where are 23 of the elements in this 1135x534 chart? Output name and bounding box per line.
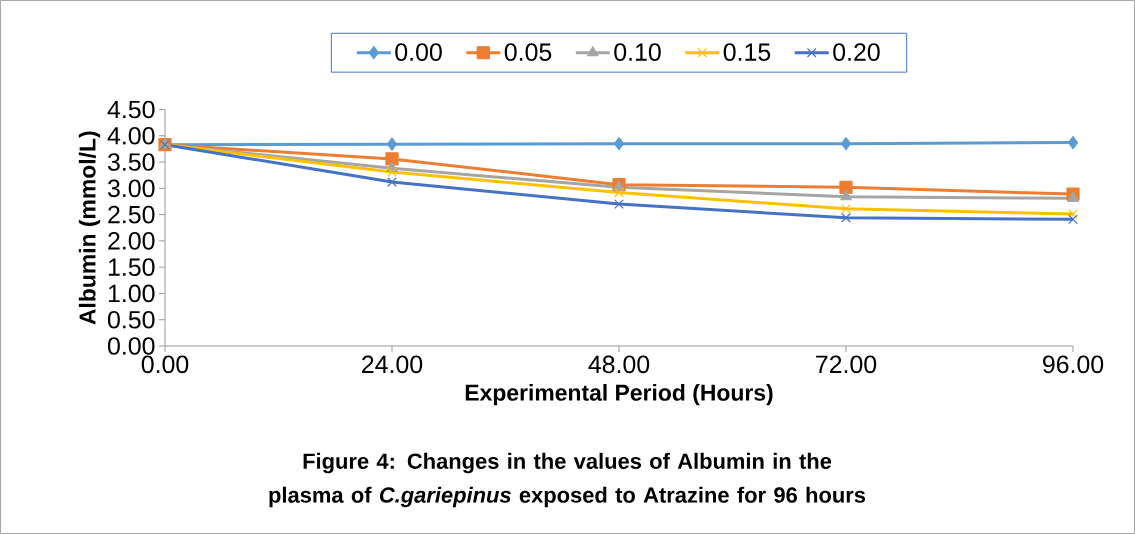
y-tick-label: 3.00 [107,179,155,198]
y-tick-label: 1.00 [108,284,155,303]
legend-label: 0.00 [395,43,442,61]
legend-label: 0.20 [833,43,880,61]
y-tick-label: 0.50 [107,310,155,329]
y-tick-label: 0.00 [107,337,155,355]
legend-label: 0.05 [504,43,552,61]
y-tick-label: 4.00 [107,126,155,145]
y-tick-label: 2.50 [108,205,155,224]
legend-label: 0.10 [614,43,661,61]
y-tick-label: 2.00 [108,232,155,250]
x-tick-label: 48.00 [588,355,650,374]
y-tick-label: 3.50 [107,153,155,171]
x-tick-label: 24.00 [362,355,423,374]
y-tick-label: 1.50 [108,258,155,276]
x-axis-title: Experimental Period (Hours) [465,383,773,406]
x-tick-label: 0.00 [141,355,189,374]
y-tick-label: 4.50 [107,100,155,119]
x-tick-label: 72.00 [816,355,877,374]
x-tick-label: 96.00 [1043,355,1104,374]
legend-label: 0.15 [723,43,771,61]
y-axis-title: Albumin (mmol/L) [78,131,101,325]
chart-title: Figure 4: Changes in the values of Albumin in the plasma of C.gariepinus exposed to Atrazine for 96 hours [269,452,866,508]
